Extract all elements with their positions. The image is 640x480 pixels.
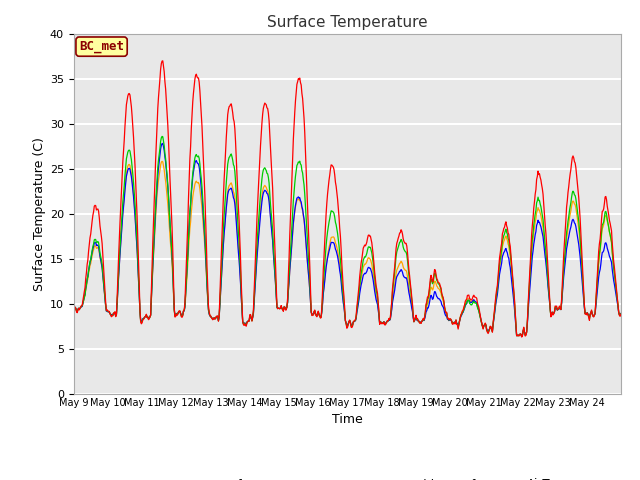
NR01_Tsurf [617, 311, 625, 317]
Line: Arable_Tsurf: Arable_Tsurf [74, 136, 621, 336]
AirT [404, 279, 412, 285]
NR01_PRT [518, 333, 525, 339]
NR01_PRT [283, 304, 291, 310]
NR01_Tsurf [404, 258, 412, 264]
Line: AirT: AirT [74, 161, 621, 336]
NR01_Tsurf [262, 102, 270, 108]
NR01_PRT [435, 296, 443, 301]
Arable_Tsurf [262, 168, 270, 173]
AirT [262, 184, 270, 190]
Arable_Tsurf [134, 255, 141, 261]
Legend: NR01_Tsurf, NR01_PRT, Arable_Tsurf, AirT: NR01_Tsurf, NR01_PRT, Arable_Tsurf, AirT [140, 473, 555, 480]
AirT [158, 158, 166, 164]
Text: BC_met: BC_met [79, 40, 124, 53]
NR01_PRT [159, 141, 166, 146]
NR01_Tsurf [70, 306, 77, 312]
Arable_Tsurf [283, 304, 291, 310]
Arable_Tsurf [518, 334, 525, 339]
NR01_PRT [404, 285, 412, 290]
NR01_Tsurf [518, 334, 525, 340]
Arable_Tsurf [236, 240, 243, 246]
X-axis label: Time: Time [332, 413, 363, 426]
NR01_PRT [262, 189, 270, 194]
AirT [283, 304, 291, 310]
Arable_Tsurf [70, 306, 77, 312]
Arable_Tsurf [617, 311, 625, 317]
NR01_Tsurf [159, 58, 166, 64]
Arable_Tsurf [435, 281, 443, 287]
AirT [518, 333, 525, 339]
AirT [70, 306, 77, 312]
Arable_Tsurf [404, 265, 412, 271]
Line: NR01_Tsurf: NR01_Tsurf [74, 61, 621, 337]
NR01_PRT [236, 257, 243, 263]
NR01_Tsurf [283, 304, 291, 310]
Line: NR01_PRT: NR01_PRT [74, 144, 621, 336]
NR01_Tsurf [236, 218, 243, 224]
AirT [617, 311, 625, 316]
Title: Surface Temperature: Surface Temperature [267, 15, 428, 30]
NR01_Tsurf [435, 280, 443, 286]
NR01_PRT [134, 262, 141, 267]
Y-axis label: Surface Temperature (C): Surface Temperature (C) [33, 137, 45, 290]
AirT [236, 253, 243, 259]
NR01_Tsurf [134, 235, 141, 241]
NR01_PRT [617, 311, 625, 316]
Arable_Tsurf [158, 133, 166, 139]
AirT [134, 261, 141, 266]
AirT [435, 286, 443, 292]
NR01_PRT [70, 306, 77, 312]
